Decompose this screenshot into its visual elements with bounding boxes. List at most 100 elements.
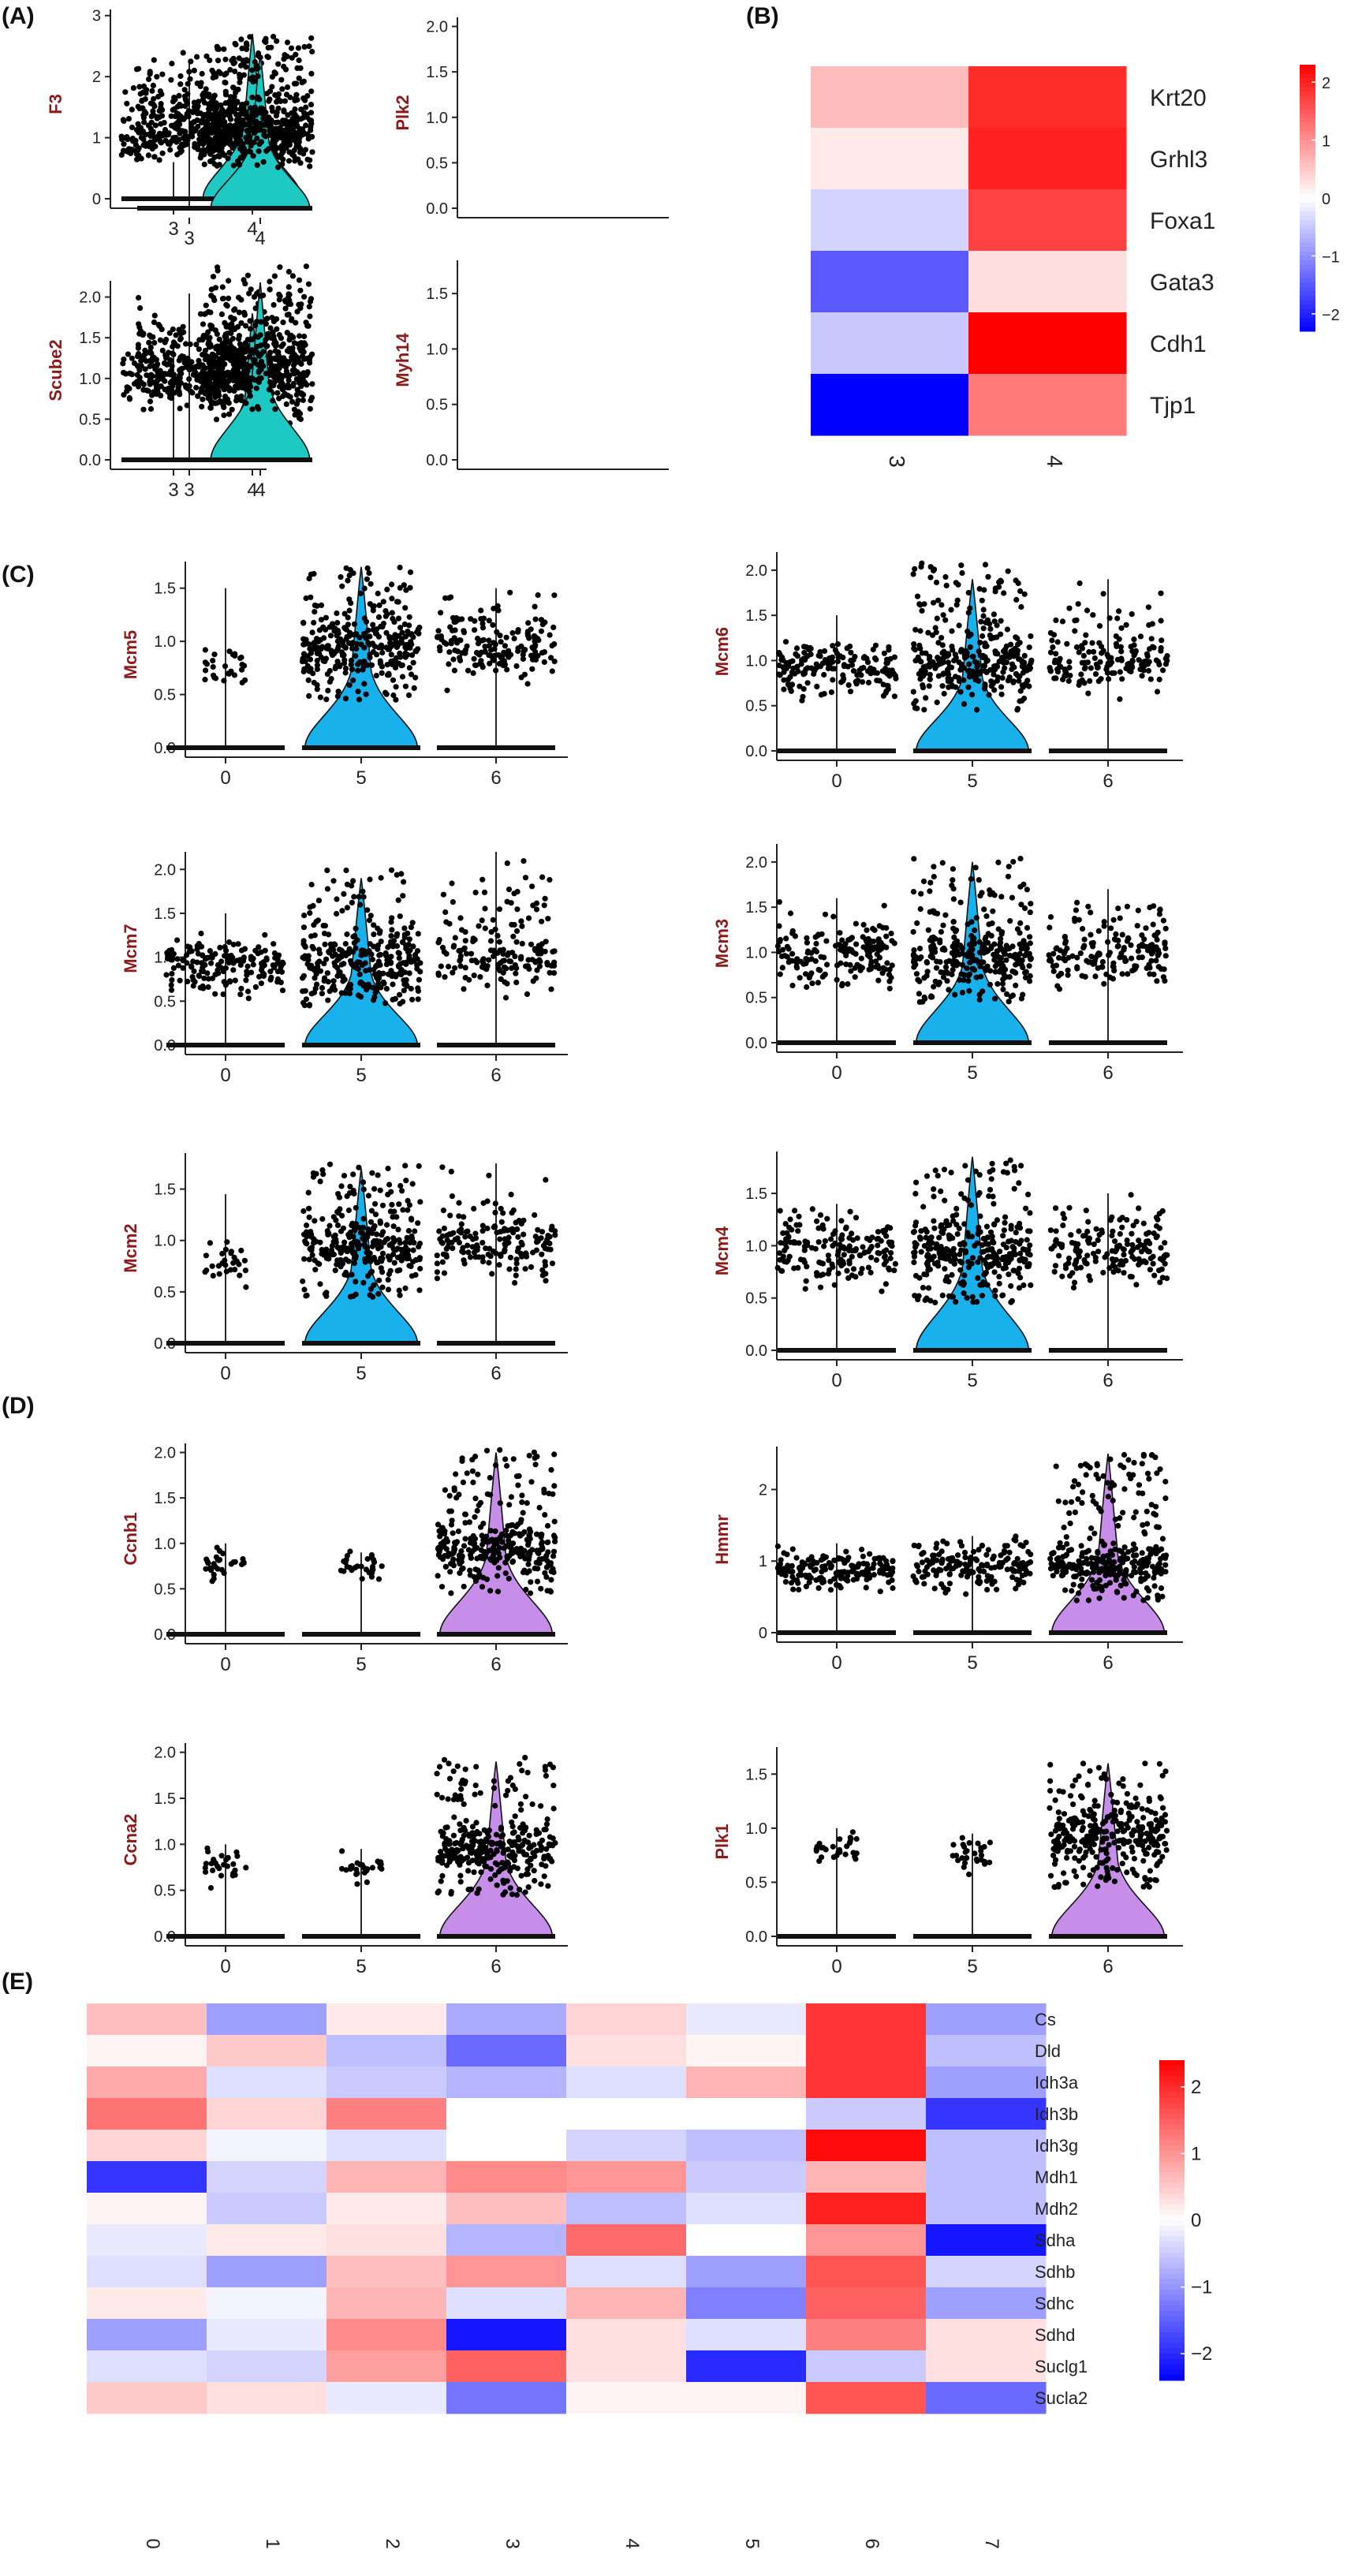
data-point [411,685,417,692]
data-point [221,678,227,684]
x-tick-label: 0 [831,771,841,792]
data-point [1073,907,1079,913]
data-point [1084,607,1091,614]
data-point [377,928,383,935]
data-point [446,649,453,655]
data-point [223,980,229,987]
data-point [1096,623,1103,629]
data-point [125,351,131,357]
data-point [880,965,886,971]
data-point [165,132,172,138]
data-point [940,922,946,928]
data-point [912,961,919,968]
data-point [390,1223,397,1230]
y-tick-label: 0.5 [426,155,448,172]
data-point [124,136,131,142]
data-point [987,621,993,627]
data-point [323,696,330,703]
data-point [140,142,147,148]
data-point [1128,668,1134,675]
data-point [353,645,360,652]
data-point [991,611,997,618]
data-point [169,976,175,984]
data-point [939,860,946,866]
data-point [215,69,222,75]
data-point [405,1247,412,1253]
data-point [946,987,952,993]
data-point [1156,950,1162,957]
data-point [207,396,213,402]
data-point [284,54,290,60]
data-point [470,670,476,677]
data-point [181,93,188,99]
data-point [511,890,517,897]
data-point [408,985,414,992]
data-point [141,108,147,114]
data-point [239,350,245,357]
data-point [914,920,920,926]
data-point [800,644,808,650]
data-point [918,564,924,570]
data-point [777,939,783,945]
data-point [514,906,521,913]
data-point [203,667,209,674]
data-point [234,131,241,138]
data-point [260,159,267,165]
data-point [789,930,796,936]
data-point [206,140,212,147]
data-point [256,96,263,103]
data-point [144,372,150,379]
data-point [200,90,207,96]
data-point [462,929,468,935]
data-point [958,971,965,977]
data-point [1091,961,1098,967]
data-point [865,679,872,686]
data-point [416,1163,422,1169]
data-point [232,651,238,657]
data-point [181,87,188,93]
data-point [1005,568,1011,574]
data-point [943,959,950,965]
data-point [262,341,268,347]
data-point [519,923,525,929]
data-point [788,688,794,694]
data-point [824,961,830,968]
data-point [275,349,282,356]
data-point [452,935,458,941]
data-point [840,678,846,684]
data-point [222,80,229,86]
data-point [881,650,887,656]
data-point [416,1244,422,1250]
data-point [132,142,139,148]
data-point [271,273,278,279]
data-point [937,939,943,946]
data-point [293,80,300,87]
data-point [324,886,330,892]
data-point [125,116,132,122]
data-point [474,959,480,965]
data-point [1027,973,1033,979]
data-point [251,360,257,366]
data-point [498,976,504,982]
data-point [926,661,932,668]
data-point [238,344,244,350]
data-point [377,961,383,969]
data-point [301,666,308,672]
data-point [886,985,893,991]
x-tick-label: 6 [491,1065,501,1086]
data-point [811,667,817,674]
data-point [920,664,927,670]
data-point [493,667,499,674]
data-point [794,965,800,971]
data-point [244,43,250,49]
data-point [450,656,457,663]
data-point [849,662,856,668]
data-point [959,569,965,577]
data-point [965,684,972,690]
data-point [519,940,525,946]
data-point [817,663,823,670]
data-point [263,371,269,377]
data-point [314,649,320,655]
data-point [342,990,349,996]
data-point [405,930,411,936]
